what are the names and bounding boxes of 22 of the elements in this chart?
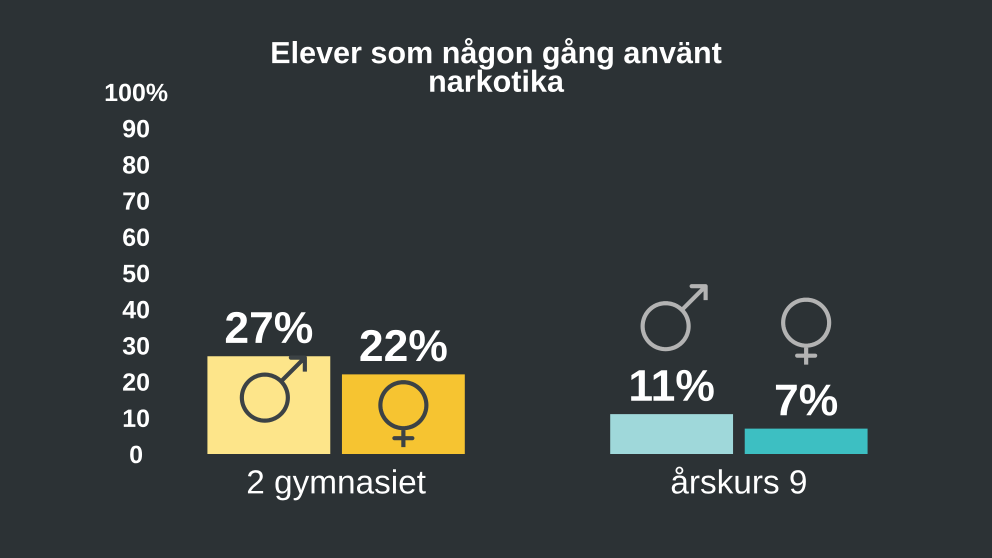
- chart-title: Elever som någon gång använt narkotika: [272, 38, 722, 92]
- y-tick-label: 90: [123, 120, 149, 138]
- bar: [342, 374, 465, 454]
- y-tick-label: 30: [122, 337, 149, 355]
- data-label: 22%: [360, 330, 447, 362]
- bar: [207, 356, 330, 454]
- y-tick-label: 60: [123, 228, 149, 246]
- y-tick-label: 0: [130, 446, 142, 464]
- y-tick-label: 80: [123, 156, 149, 174]
- bar: [610, 414, 734, 454]
- y-tick-label: 50: [122, 264, 149, 282]
- data-label: 11%: [631, 370, 714, 402]
- y-tick-label: 20: [123, 373, 149, 391]
- y-tick-label: 40: [122, 300, 149, 319]
- x-tick-label: årskurs 9: [672, 466, 806, 494]
- data-label: 27%: [226, 312, 312, 344]
- bar: [744, 428, 868, 454]
- x-tick-label: 2 gymnasiet: [248, 469, 426, 500]
- y-tick-label: 10: [124, 409, 149, 428]
- data-label: 7%: [776, 384, 838, 416]
- y-tick-label: 100%: [106, 84, 168, 102]
- y-tick-label: 70: [123, 192, 149, 210]
